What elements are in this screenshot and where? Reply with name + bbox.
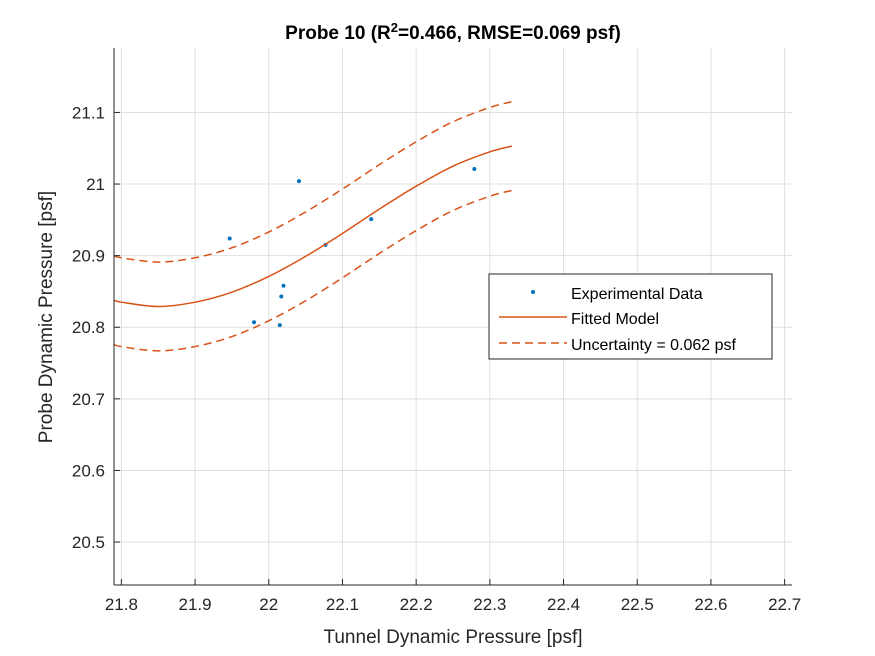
data-point: [252, 320, 257, 325]
legend: Experimental Data Fitted Model Uncertain…: [488, 273, 773, 360]
x-tick-label: 21.8: [105, 595, 138, 614]
chart-title-superscript: 2: [391, 20, 398, 35]
x-tick-label: 22: [259, 595, 278, 614]
y-tick-label: 20.7: [72, 390, 105, 409]
y-tick-label: 21.1: [72, 103, 105, 122]
x-tick-label: 22.1: [326, 595, 359, 614]
data-point: [227, 236, 232, 241]
x-axis-label: Tunnel Dynamic Pressure [psf]: [323, 627, 582, 648]
x-tick-label: 22.7: [768, 595, 801, 614]
series-layer: [113, 100, 513, 352]
data-point: [472, 167, 477, 172]
x-tick-label: 22.3: [473, 595, 506, 614]
data-point: [279, 294, 284, 299]
y-axis-label: Probe Dynamic Pressure [psf]: [36, 191, 57, 443]
data-point: [296, 179, 301, 184]
y-tick-label: 20.5: [72, 533, 105, 552]
y-tick-label: 21: [86, 175, 105, 194]
data-point: [369, 217, 374, 222]
legend-marker-experimental-data: [531, 290, 535, 294]
legend-label-fitted-model: Fitted Model: [571, 311, 659, 328]
data-point: [277, 323, 282, 328]
fitted-model-line: [113, 145, 513, 308]
axes: [113, 48, 792, 586]
x-tick-label: 21.9: [179, 595, 212, 614]
y-tick-label: 20.8: [72, 318, 105, 337]
chart-title: Probe 10 (R2=0.466, RMSE=0.069 psf): [285, 20, 621, 45]
x-tick-label: 22.6: [694, 595, 727, 614]
chart-title-prefix: Probe 10 (R: [285, 23, 391, 44]
x-tick-label: 22.4: [547, 595, 580, 614]
y-tick-label: 20.6: [72, 461, 105, 480]
uncertainty-upper-line: [113, 100, 513, 263]
tick-labels: 21.8 21.9 22 22.1 22.2 22.3 22.4 22.5 22.6 22.7 20…: [72, 103, 801, 614]
x-tick-label: 22.5: [621, 595, 654, 614]
uncertainty-lower-line: [113, 189, 513, 352]
legend-label-uncertainty: Uncertainty = 0.062 psf: [571, 337, 737, 354]
x-tick-label: 22.2: [400, 595, 433, 614]
data-point: [281, 283, 286, 288]
chart-title-suffix: =0.466, RMSE=0.069 psf): [398, 23, 621, 44]
y-tick-label: 20.9: [72, 247, 105, 266]
legend-label-experimental-data: Experimental Data: [571, 286, 703, 303]
